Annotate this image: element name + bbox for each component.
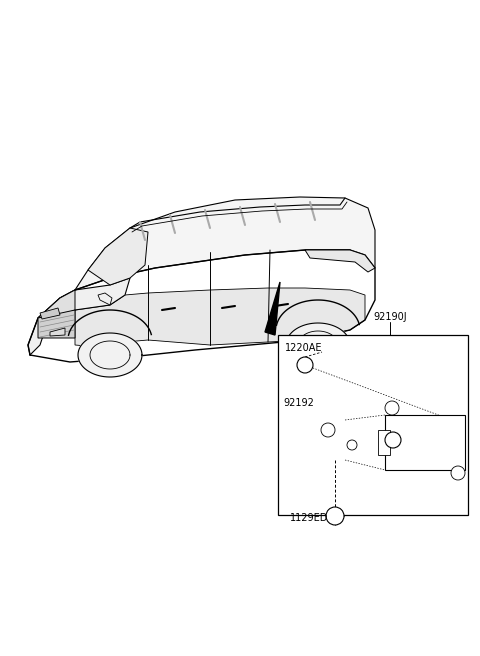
Polygon shape [75, 197, 375, 290]
Polygon shape [38, 310, 75, 338]
Circle shape [321, 423, 335, 437]
Circle shape [451, 466, 465, 480]
Circle shape [347, 440, 357, 450]
Text: 1129ED: 1129ED [290, 513, 328, 523]
Bar [378, 430, 390, 455]
Text: 92192: 92192 [283, 398, 314, 408]
Polygon shape [305, 250, 375, 272]
Bar [385, 415, 465, 470]
Bar [278, 335, 468, 515]
Polygon shape [98, 293, 112, 305]
Circle shape [385, 432, 401, 448]
Polygon shape [320, 352, 342, 380]
Polygon shape [286, 323, 350, 367]
Polygon shape [28, 278, 130, 355]
Polygon shape [78, 333, 142, 377]
Circle shape [385, 401, 399, 415]
Polygon shape [38, 290, 75, 318]
Text: 1220AE: 1220AE [285, 343, 323, 353]
Circle shape [326, 507, 344, 525]
Polygon shape [40, 308, 60, 319]
Polygon shape [88, 228, 148, 285]
Polygon shape [50, 328, 65, 336]
Polygon shape [75, 288, 365, 348]
Circle shape [297, 357, 313, 373]
Polygon shape [265, 282, 280, 335]
Polygon shape [310, 380, 370, 460]
Text: 92190J: 92190J [373, 312, 407, 322]
